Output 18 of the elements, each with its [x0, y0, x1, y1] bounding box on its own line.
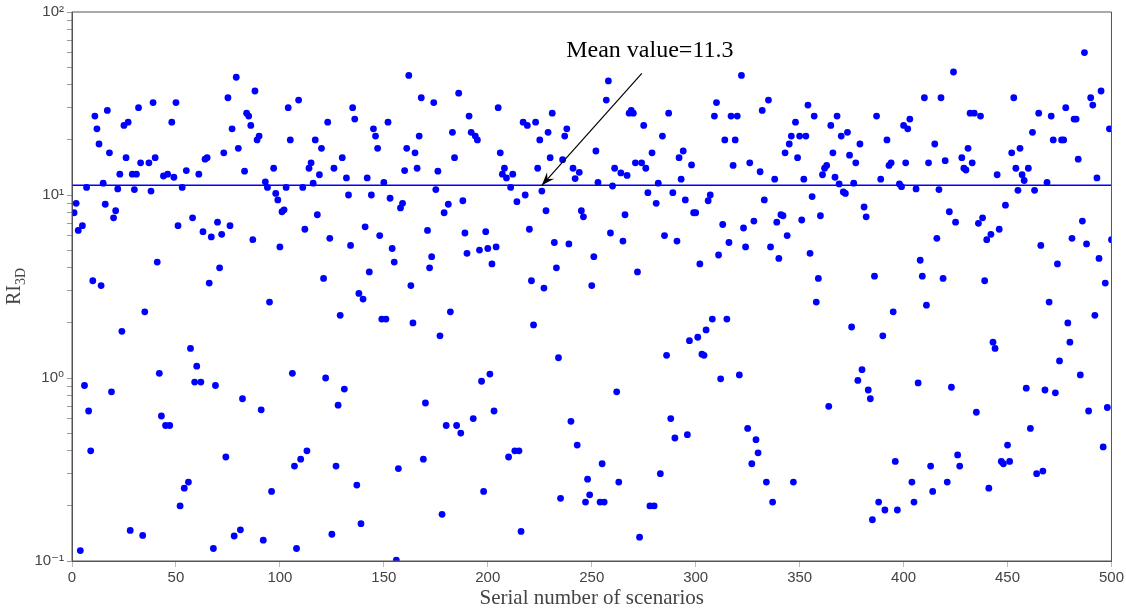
x-tick-label: 150: [371, 568, 397, 586]
x-tick-label: 350: [787, 568, 813, 586]
y-tick-label: 10⁻¹: [34, 551, 64, 569]
y-tick-label: 10⁰: [41, 368, 64, 386]
x-tick-label: 50: [167, 568, 185, 586]
x-tick-label: 100: [267, 568, 293, 586]
x-tick-label: 450: [995, 568, 1021, 586]
x-tick-label: 400: [891, 568, 917, 586]
x-tick-label: 0: [67, 568, 77, 586]
x-tick-label: 200: [475, 568, 501, 586]
y-tick-label: 10¹: [42, 185, 64, 203]
annotation: Mean value=11.3: [566, 36, 734, 63]
x-tick-label: 300: [683, 568, 709, 586]
y-tick-label: 10²: [42, 2, 64, 20]
x-axis-title: Serial number of scenarios: [479, 584, 704, 609]
x-tick-label: 250: [579, 568, 605, 586]
y-axis-title: RI3D: [2, 267, 28, 306]
x-tick-label: 500: [1098, 568, 1124, 586]
